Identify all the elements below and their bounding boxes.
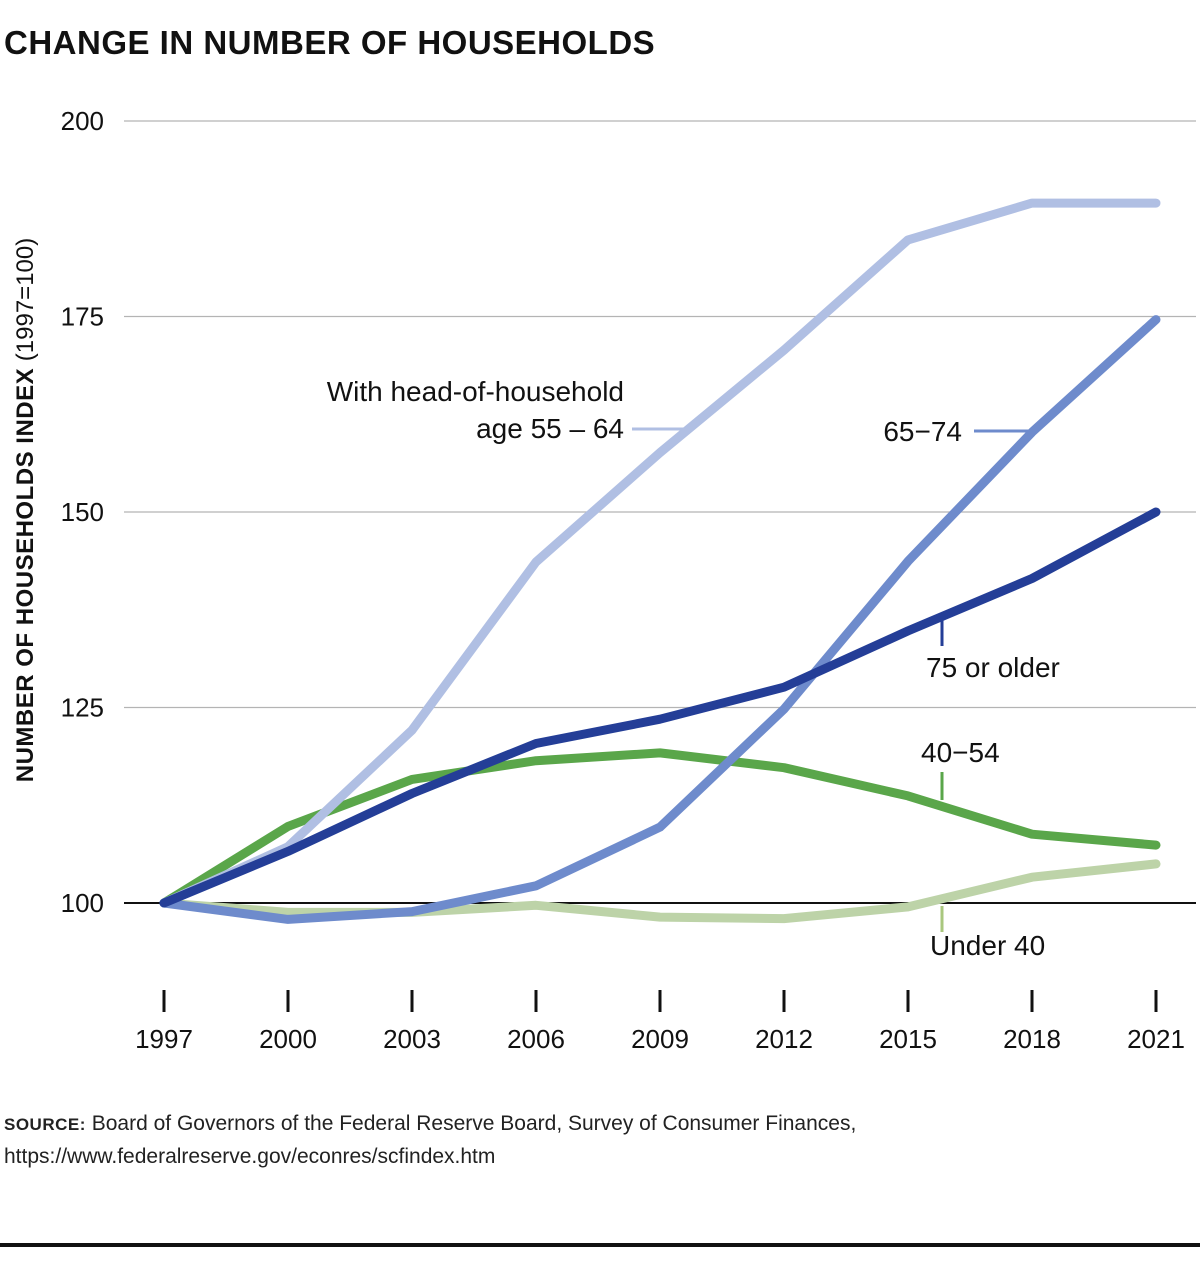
x-tick-label-2012: 2012 (755, 1024, 813, 1054)
x-ticks: 1997 2000 2003 2006 2009 2012 2015 2018 2021 (135, 990, 1185, 1054)
chart-title: CHANGE IN NUMBER OF HOUSEHOLDS (4, 24, 656, 61)
series-label-40-54: 40−54 (921, 737, 1000, 768)
series-label-55-64-line2: age 55 – 64 (476, 413, 624, 444)
y-tick-label-175: 175 (61, 302, 104, 332)
x-tick-label-2021: 2021 (1127, 1024, 1185, 1054)
y-tick-label-150: 150 (61, 497, 104, 527)
label-leader-lines (632, 427, 1030, 932)
x-tick-label-2009: 2009 (631, 1024, 689, 1054)
series-line-under-40 (159, 859, 1161, 924)
series-label-65-74: 65−74 (883, 416, 962, 447)
y-tick-label-200: 200 (61, 106, 104, 136)
series-labels: With head-of-household age 55 – 64 65−74… (327, 376, 1060, 961)
x-tick-label-2006: 2006 (507, 1024, 565, 1054)
series-lines (159, 198, 1161, 924)
line-chart: 100 125 150 175 200 1997 2000 2003 2006 2009 2012… (61, 106, 1196, 1054)
series-line-75-or-older (159, 507, 1161, 908)
source-tag: SOURCE: (4, 1115, 86, 1134)
source-note: SOURCE: Board of Governors of the Federa… (4, 1108, 856, 1173)
x-tick-label-2015: 2015 (879, 1024, 937, 1054)
y-tick-label-125: 125 (61, 693, 104, 723)
source-url: https://www.federalreserve.gov/econres/s… (4, 1145, 496, 1168)
x-tick-label-1997: 1997 (135, 1024, 193, 1054)
series-label-75-older: 75 or older (926, 652, 1060, 683)
y-tick-label-100: 100 (61, 888, 104, 918)
series-label-under-40: Under 40 (930, 930, 1045, 961)
x-tick-label-2003: 2003 (383, 1024, 441, 1054)
bottom-rule (0, 1243, 1200, 1247)
x-tick-label-2018: 2018 (1003, 1024, 1061, 1054)
series-line-65-74 (159, 315, 1161, 924)
series-line-with-head-of-household-age-55-64 (159, 198, 1161, 908)
series-label-55-64-line1: With head-of-household (327, 376, 624, 407)
grid-lines (124, 120, 1196, 904)
source-text: Board of Governors of the Federal Reserv… (91, 1112, 857, 1135)
y-tick-labels: 100 125 150 175 200 (61, 106, 104, 918)
x-tick-label-2000: 2000 (259, 1024, 317, 1054)
